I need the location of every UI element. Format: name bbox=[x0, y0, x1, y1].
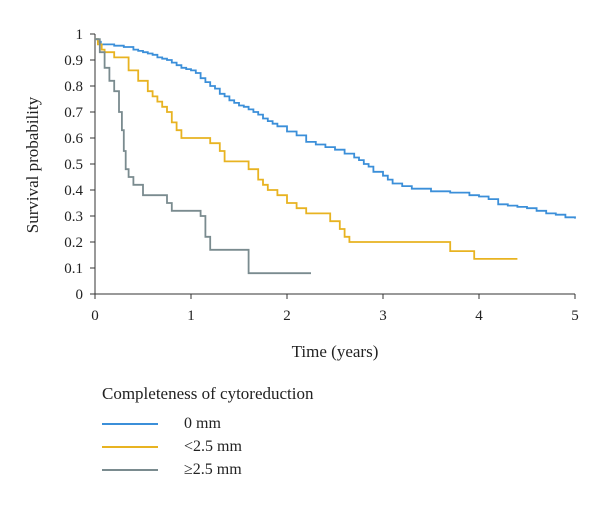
legend-swatch-0mm bbox=[102, 422, 158, 425]
x-tick-label: 4 bbox=[475, 308, 483, 324]
x-axis-title: Time (years) bbox=[292, 342, 379, 361]
survival-chart: 0 1 2 3 4 5 0 0.1 0.2 0.3 0.4 0.5 0.6 0.7 0.8 0.9 1 Time… bbox=[23, 27, 579, 361]
legend-item-lt-2-5mm: <2.5 mm bbox=[102, 435, 314, 458]
y-tick-label: 1 bbox=[76, 27, 84, 43]
series-line-2 bbox=[95, 38, 311, 275]
y-tick-label: 0.4 bbox=[64, 183, 83, 199]
y-tick-label: 0.3 bbox=[64, 209, 83, 225]
legend-label-ge-2-5mm: ≥2.5 mm bbox=[184, 460, 242, 478]
x-tick-label: 1 bbox=[187, 308, 195, 324]
y-tick-label: 0.7 bbox=[64, 105, 83, 121]
y-tick-label: 0 bbox=[76, 287, 84, 303]
y-tick-label: 0.6 bbox=[64, 131, 83, 147]
y-tick-label: 0.1 bbox=[64, 261, 83, 277]
legend-label-0mm: 0 mm bbox=[184, 414, 221, 432]
legend-label-lt-2-5mm: <2.5 mm bbox=[184, 437, 242, 455]
y-tick-label: 0.8 bbox=[64, 79, 83, 95]
series-line-0 bbox=[95, 38, 576, 219]
legend-swatch-lt-2-5mm bbox=[102, 445, 158, 448]
legend: Completeness of cytoreduction 0 mm <2.5 … bbox=[102, 384, 314, 481]
series-line-1 bbox=[95, 38, 518, 260]
y-tick-label: 0.2 bbox=[64, 235, 83, 251]
x-tick-label: 2 bbox=[283, 308, 291, 324]
x-tick-label: 0 bbox=[91, 308, 99, 324]
legend-swatch-ge-2-5mm bbox=[102, 468, 158, 471]
y-tick-label: 0.5 bbox=[64, 157, 83, 173]
x-tick-label: 3 bbox=[379, 308, 387, 324]
x-tick-label: 5 bbox=[571, 308, 579, 324]
legend-item-0mm: 0 mm bbox=[102, 412, 314, 435]
legend-item-ge-2-5mm: ≥2.5 mm bbox=[102, 458, 314, 481]
legend-title: Completeness of cytoreduction bbox=[102, 384, 314, 403]
y-tick-label: 0.9 bbox=[64, 53, 83, 69]
y-axis-title: Survival probability bbox=[23, 96, 42, 233]
